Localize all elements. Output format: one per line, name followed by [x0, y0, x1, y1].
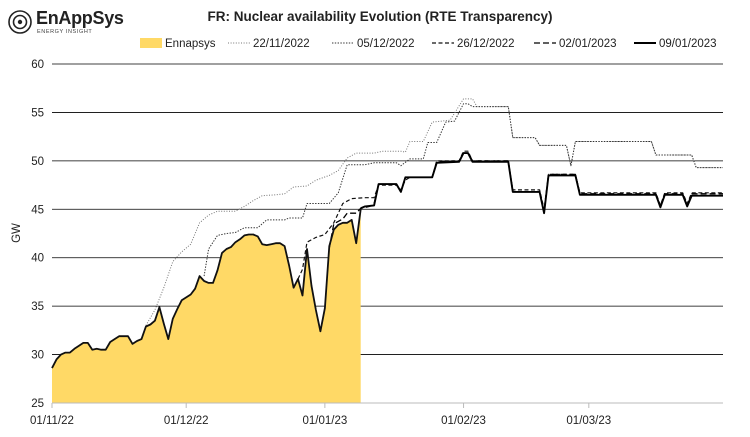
chart-legend: Ennapsys 22/11/2022 05/12/2022 26/12/2022 02…	[140, 38, 717, 50]
legend-label-3: 26/12/2022	[457, 38, 515, 50]
series-area-0	[52, 209, 361, 403]
x-tick-label-0: 01/11/22	[30, 415, 74, 427]
legend-swatch-0	[140, 38, 162, 48]
y-tick-label-35: 35	[31, 301, 44, 313]
logo-name: EnAppSys	[36, 8, 124, 28]
series-line-4	[328, 152, 723, 249]
enappsys-logo: EnAppSys ENERGY INSIGHT	[8, 8, 124, 40]
x-tick-label-2: 01/01/23	[302, 415, 347, 427]
legend-label-4: 02/01/2023	[559, 38, 617, 50]
chart-series	[51, 98, 723, 403]
y-axis-label: GW	[11, 223, 23, 243]
y-tick-label-45: 45	[31, 204, 44, 216]
chart-axes: 25 30 35 40 45 50 55 60 01/11/22 01/12/22 01/01/23…	[30, 59, 723, 427]
legend-label-0: Ennapsys	[165, 38, 216, 50]
x-tick-label-3: 01/02/23	[441, 415, 486, 427]
logo-tagline: ENERGY INSIGHT	[37, 29, 93, 35]
y-tick-label-55: 55	[31, 107, 44, 119]
y-tick-label-40: 40	[31, 253, 44, 265]
series-line-5	[360, 152, 723, 215]
legend-label-2: 05/12/2022	[357, 38, 415, 50]
legend-label-1: 22/11/2022	[253, 38, 310, 50]
x-tick-label-4: 01/03/23	[566, 415, 611, 427]
y-tick-label-25: 25	[31, 398, 44, 410]
y-tick-label-60: 60	[31, 59, 44, 71]
chart-title: FR: Nuclear availability Evolution (RTE …	[207, 9, 552, 24]
chart-gridlines	[52, 63, 723, 355]
series-edge-0	[51, 209, 362, 369]
logo-mark-icon	[8, 10, 32, 34]
x-tick-label-1: 01/12/22	[164, 415, 209, 427]
series-line-2	[203, 103, 723, 277]
y-tick-label-50: 50	[31, 156, 44, 168]
legend-label-5: 09/01/2023	[659, 38, 717, 50]
y-tick-label-30: 30	[31, 350, 44, 362]
